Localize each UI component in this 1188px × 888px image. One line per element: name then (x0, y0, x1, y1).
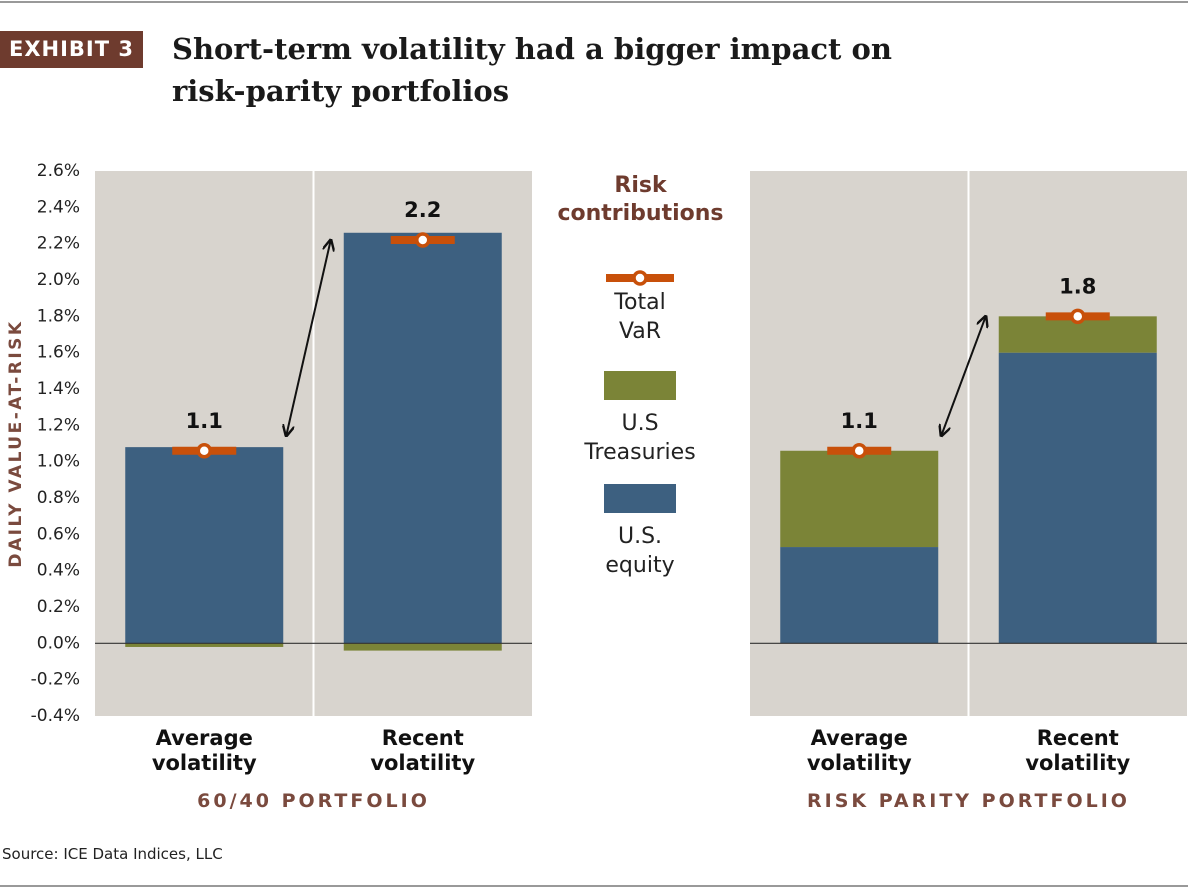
total-var-dot (196, 443, 212, 459)
y-tick-label: 2.0% (37, 270, 80, 290)
source: Source: ICE Data Indices, LLC (2, 845, 223, 863)
panel-title: RISK PARITY PORTFOLIO (807, 790, 1130, 812)
total-var-dot (1070, 308, 1086, 325)
legend-label: U.S Treasuries (584, 411, 696, 465)
y-axis-label: DAILY VALUE-AT-RISK (6, 319, 26, 567)
bar-segment (780, 547, 939, 644)
y-tick-label: 0.4% (37, 561, 80, 581)
change-arrow (286, 240, 331, 436)
total-var-dot (851, 443, 867, 459)
value-label: 1.1 (841, 409, 878, 433)
bar-segment (125, 447, 284, 644)
panel-title: 60/40 PORTFOLIO (197, 790, 430, 812)
total-var-dot (415, 232, 431, 248)
x-tick-label: Average volatility (151, 726, 257, 775)
bar-segment (343, 232, 502, 644)
y-tick-label: 1.4% (37, 379, 80, 399)
x-tick-label: Recent volatility (1025, 726, 1131, 775)
y-tick-label: 0.2% (37, 597, 80, 617)
legend-label: U.S. equity (605, 524, 675, 578)
x-tick-label: Average volatility (806, 726, 912, 775)
value-label: 1.8 (1059, 274, 1096, 298)
bar-segment (998, 352, 1157, 644)
y-tick-label: 0.6% (37, 524, 80, 544)
y-tick-label: 1.0% (37, 452, 80, 472)
legend-title: Risk contributions (557, 173, 724, 226)
y-tick-label: -0.2% (31, 670, 80, 690)
change-arrow (941, 316, 986, 435)
legend-swatch (604, 484, 676, 513)
title: Short-term volatility had a bigger impac… (172, 32, 892, 108)
y-tick-label: 0.8% (37, 488, 80, 508)
legend-swatch-dot (632, 270, 648, 286)
x-tick-label: Recent volatility (370, 726, 476, 775)
y-tick-label: 2.4% (37, 197, 80, 217)
y-tick-label: 0.0% (37, 633, 80, 653)
bar-segment (780, 450, 939, 548)
y-tick-label: 1.6% (37, 343, 80, 363)
plots: -0.4% -0.2% 0.0% 0.2% 0.4% 0.6% 0.8% 1.0% 1.2% 1.… (6, 161, 1187, 726)
y-tick-label: 2.6% (37, 161, 80, 181)
value-label: 1.1 (186, 409, 223, 433)
legend-swatch (604, 371, 676, 400)
y-tick-label: 2.2% (37, 234, 80, 254)
value-label: 2.2 (404, 198, 441, 222)
y-tick-label: -0.4% (31, 706, 80, 726)
bar-segment (343, 643, 502, 651)
bar-segment (125, 643, 284, 647)
y-tick-label: 1.8% (37, 306, 80, 326)
y-tick-label: 1.2% (37, 415, 80, 435)
legend-label: Total VaR (614, 290, 666, 344)
exhibit-badge: EXHIBIT 3 (0, 31, 143, 68)
